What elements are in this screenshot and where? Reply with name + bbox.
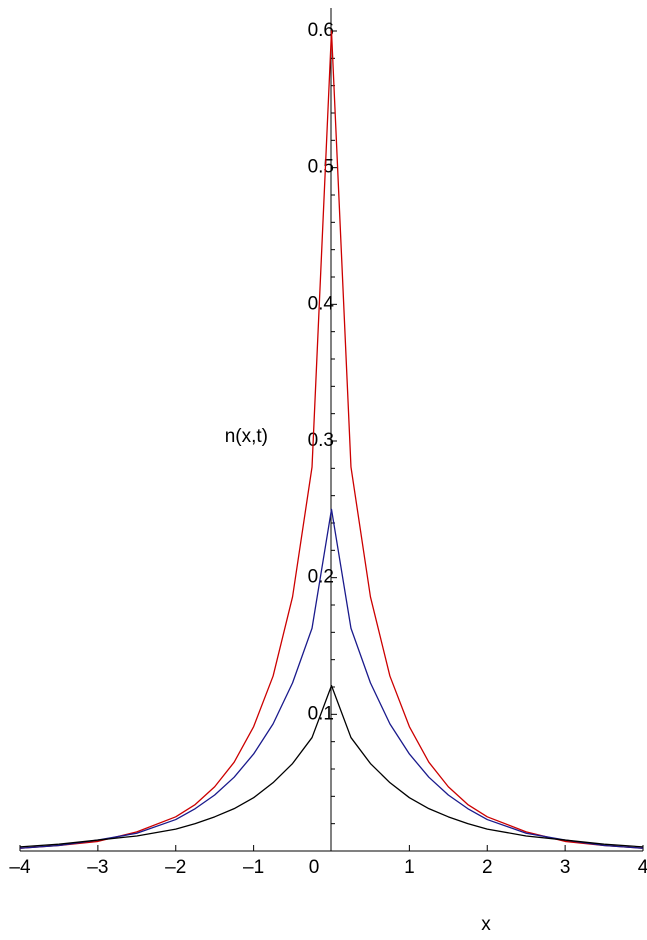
x-tick-label: –2 xyxy=(165,857,186,878)
y-tick-label: 0.5 xyxy=(308,157,334,178)
origin-label: 0 xyxy=(309,857,320,878)
series-line-2 xyxy=(19,508,644,849)
x-axis-label: x xyxy=(481,914,491,935)
x-tick-label: –1 xyxy=(243,857,264,878)
x-tick-label: –3 xyxy=(87,857,108,878)
x-tick-label: 1 xyxy=(404,857,415,878)
x-tick-label: 2 xyxy=(482,857,493,878)
series-line-3 xyxy=(19,684,644,848)
y-axis-label: n(x,t) xyxy=(225,426,268,447)
y-tick-label: 0.3 xyxy=(308,430,334,451)
series-line-1 xyxy=(19,30,644,849)
x-tick-label: –4 xyxy=(9,857,31,878)
x-tick-label: 3 xyxy=(560,857,571,878)
y-tick-label: 0.4 xyxy=(308,293,335,314)
x-tick-label: 4 xyxy=(638,857,647,878)
y-tick-label: 0.6 xyxy=(308,20,334,41)
